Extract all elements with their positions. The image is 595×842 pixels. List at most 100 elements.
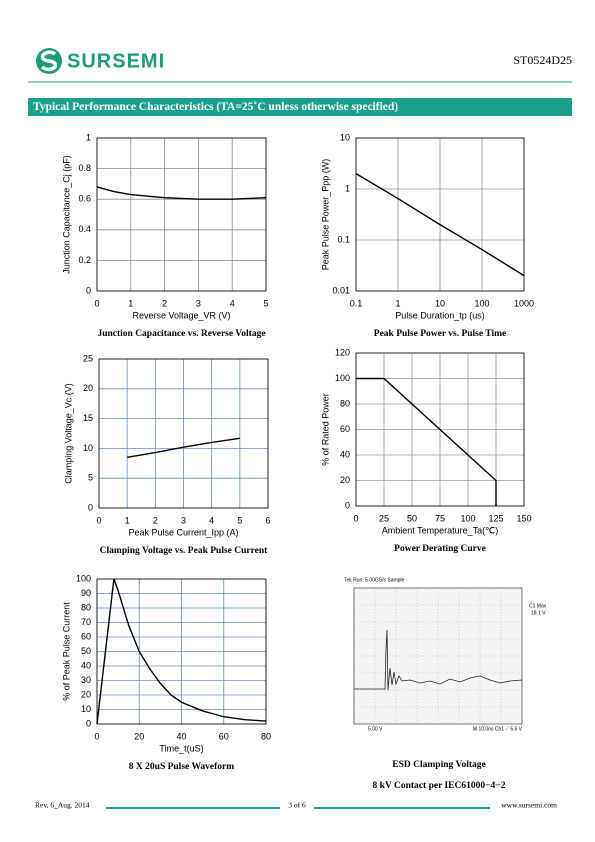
plot-border — [355, 352, 525, 507]
footer-page: 3 of 6 — [288, 801, 306, 810]
x-tick-label: 0 — [94, 298, 99, 308]
y-tick-label: 1 — [86, 132, 91, 142]
scope-readout-value: 18.1 V — [531, 610, 546, 616]
data-line — [96, 186, 267, 200]
scope-scale: 5.00 V — [368, 726, 383, 732]
y-tick-label: 50 — [81, 646, 91, 656]
part-number: ST0524D25 — [513, 53, 572, 67]
footer-website: www.sursemi.com — [501, 801, 557, 810]
y-tick-label: 0.4 — [78, 224, 91, 234]
data-line — [356, 377, 497, 506]
y-tick-label: 1 — [345, 183, 350, 193]
y-tick-label: 80 — [81, 602, 91, 612]
x-axis-label: Reverse Voltage_VR (V) — [132, 310, 230, 320]
x-tick-label: 5 — [237, 515, 242, 525]
y-tick-label: 30 — [81, 675, 91, 685]
chart-caption: Junction Capacitance vs. Reverse Voltage — [97, 329, 265, 339]
y-axis-label: Junction Capacitance_Cj (pF) — [61, 155, 71, 274]
y-tick-label: 0.1 — [337, 234, 350, 244]
chart-caption: Power Derating Curve — [394, 544, 486, 554]
y-tick-label: 5 — [88, 473, 93, 483]
x-tick-label: 80 — [261, 731, 271, 741]
x-tick-label: 1000 — [514, 298, 534, 308]
x-tick-label: 60 — [219, 731, 229, 741]
x-tick-label: 20 — [134, 731, 144, 741]
y-tick-label: 0.01 — [332, 285, 350, 295]
x-tick-label: 1 — [128, 298, 133, 308]
x-tick-label: 75 — [435, 513, 445, 523]
chart: 0 1 2 3 4 5 6 0 5 10 15 20 25 Peak Pulse Current_Ipp … — [63, 353, 270, 556]
y-tick-label: 20 — [83, 383, 93, 393]
x-axis-label: Pulse Duration_tp (us) — [395, 310, 485, 320]
x-tick-label: 0 — [96, 515, 101, 525]
x-tick-label: 6 — [265, 515, 270, 525]
y-tick-label: 20 — [340, 475, 350, 485]
y-axis-label: Clamping Voltage_Vc (V) — [63, 383, 73, 484]
x-tick-label: 100 — [460, 513, 475, 523]
y-axis-label: % of Rated Power — [320, 393, 330, 466]
y-tick-label: 0 — [345, 500, 350, 510]
chart-caption: 8 X 20uS Pulse Waveform — [129, 762, 234, 772]
y-tick-label: 0.8 — [78, 163, 91, 173]
x-tick-label: 25 — [379, 513, 389, 523]
x-tick-label: 125 — [488, 513, 503, 523]
y-tick-label: 40 — [340, 449, 350, 459]
y-tick-label: 10 — [81, 704, 91, 714]
chart-caption: Peak Pulse Power vs. Pulse Time — [374, 329, 506, 339]
y-tick-label: 80 — [340, 398, 350, 408]
logo-s — [40, 50, 58, 72]
x-tick-label: 4 — [230, 298, 235, 308]
x-tick-label: 0 — [94, 731, 99, 741]
data-line — [96, 578, 267, 725]
scope-timebase: M 10.0ns Ch1 ⟋ 5.6 V — [473, 726, 523, 732]
scope-status: Tek Run: 5.00GS/s Sample — [344, 577, 405, 583]
y-tick-label: 15 — [83, 413, 93, 423]
x-axis-label: Peak Pulse Current_Ipp (A) — [128, 527, 238, 537]
plot-border — [98, 358, 269, 509]
chart: 0 20 40 60 80 0 10 20 30 40 50 60 70 80 90 100 Time_t(uS… — [61, 573, 271, 772]
y-tick-label: 0 — [88, 502, 93, 512]
y-tick-label: 60 — [340, 424, 350, 434]
y-tick-label: 40 — [81, 660, 91, 670]
y-axis-label: Peak Pulse Power_Ppp (W) — [320, 159, 330, 271]
x-tick-label: 3 — [196, 298, 201, 308]
y-tick-label: 10 — [340, 132, 350, 142]
x-tick-label: 5 — [263, 298, 268, 308]
y-axis-label: % of Peak Pulse Current — [61, 602, 71, 701]
plot-border — [355, 137, 525, 292]
plot-border — [96, 137, 267, 292]
y-tick-label: 0 — [86, 285, 91, 295]
x-axis-label: Ambient Temperature_Ta(℃) — [382, 525, 499, 535]
x-tick-label: 10 — [435, 298, 445, 308]
plot-area — [97, 138, 266, 291]
chart: 0 1 2 3 4 5 0 0.2 0.4 0.6 0.8 1 Reverse Voltage_VR (… — [61, 132, 268, 339]
scope-grid — [354, 588, 522, 724]
scope-trace — [354, 629, 523, 691]
chart: 0 25 50 75 100 125 150 0 20 40 60 80 100 120 Ambient T… — [320, 347, 531, 554]
y-tick-label: 20 — [81, 689, 91, 699]
x-tick-label: 2 — [162, 298, 167, 308]
y-tick-label: 0 — [86, 718, 91, 728]
y-tick-label: 60 — [81, 631, 91, 641]
y-tick-label: 0.6 — [78, 194, 91, 204]
logo-text: SURSEMI — [67, 50, 165, 72]
x-tick-label: 0 — [353, 513, 358, 523]
y-tick-label: 10 — [83, 443, 93, 453]
y-tick-label: 120 — [335, 347, 350, 357]
x-tick-label: 2 — [153, 515, 158, 525]
y-tick-label: 0.2 — [78, 255, 91, 265]
y-tick-label: 100 — [76, 573, 91, 583]
x-tick-label: 1 — [395, 298, 400, 308]
esd-scope: Tek Run: 5.00GS/s Sample C1 Max 18.1 V 5… — [344, 577, 547, 791]
x-tick-label: 150 — [516, 513, 531, 523]
section-title: Typical Performance Characteristics (TA=… — [33, 101, 398, 113]
x-tick-label: 3 — [181, 515, 186, 525]
data-line — [127, 437, 240, 459]
x-tick-label: 4 — [209, 515, 214, 525]
scope-readout-label: C1 Max — [529, 603, 547, 609]
data-line — [355, 173, 525, 277]
x-tick-label: 40 — [176, 731, 186, 741]
scope-subtitle: 8 kV Contact per IEC61000−4−2 — [373, 781, 506, 791]
x-tick-label: 100 — [474, 298, 489, 308]
